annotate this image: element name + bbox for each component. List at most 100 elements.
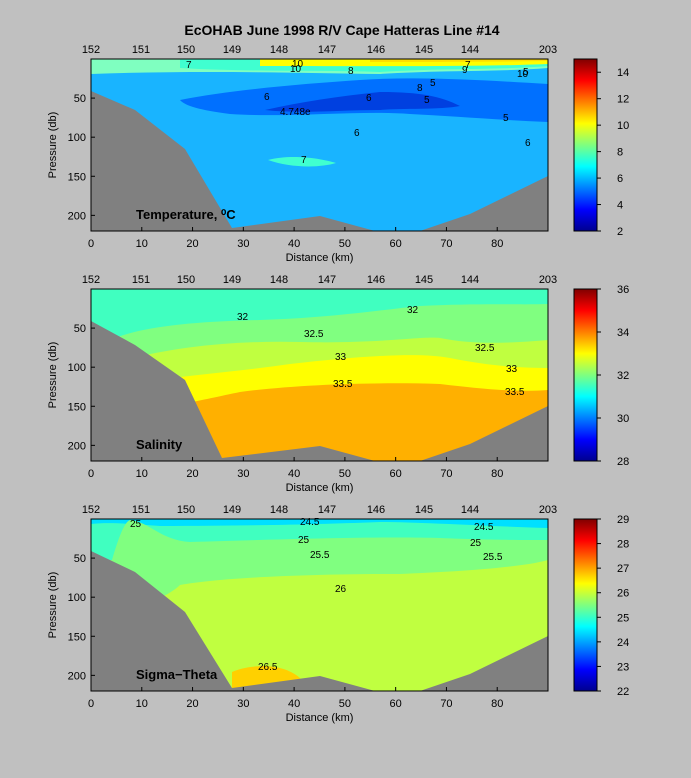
x-tick-label: 40 — [288, 238, 300, 250]
salinity-panel: 32 32 32.5 32.5 33 33 33.5 33.5 Salinity… — [47, 274, 629, 494]
temperature-panel-label: Temperature, ⁰C — [136, 207, 236, 222]
sigma-theta-contour-labels: 25 24.5 24.5 25 25 25.5 25.5 26 26.5 — [130, 517, 503, 673]
colorbar-tick-label: 24 — [617, 637, 629, 649]
sigma-theta-contour-label: 25.5 — [483, 552, 503, 563]
y-tick-label: 100 — [68, 132, 86, 144]
x-tick-label: 40 — [288, 468, 300, 480]
colorbar-tick-label: 29 — [617, 514, 629, 526]
salinity-contour-label: 32.5 — [304, 329, 324, 340]
salinity-bathymetry — [91, 321, 548, 461]
y-tick-label: 50 — [74, 93, 86, 105]
station-label: 152 — [82, 44, 100, 56]
salinity-contour-labels: 32 32 32.5 32.5 33 33 33.5 33.5 — [237, 305, 525, 398]
figure-title: EcOHAB June 1998 R/V Cape Hatteras Line … — [184, 22, 499, 38]
temperature-contour-label: 5 — [503, 113, 509, 124]
x-tick-label: 10 — [136, 238, 148, 250]
x-tick-label: 50 — [339, 468, 351, 480]
colorbar-tick-label: 27 — [617, 563, 629, 575]
station-label: 149 — [223, 44, 241, 56]
salinity-contour-label: 33 — [335, 352, 347, 363]
x-tick-label: 60 — [390, 468, 402, 480]
colorbar-tick-label: 2 — [617, 226, 623, 238]
colorbar-tick-label: 12 — [617, 94, 629, 106]
temperature-contour-label: 7 — [186, 60, 192, 71]
salinity-contour-label: 33.5 — [333, 379, 353, 390]
x-tick-label: 30 — [237, 238, 249, 250]
x-tick-label: 0 — [88, 698, 94, 710]
colorbar-tick-label: 25 — [617, 612, 629, 624]
station-label: 144 — [461, 44, 479, 56]
x-tick-label: 40 — [288, 698, 300, 710]
salinity-panel-label: Salinity — [136, 437, 183, 452]
temperature-contour-label: 5 — [523, 67, 529, 78]
x-tick-label: 60 — [390, 698, 402, 710]
x-tick-label: 20 — [186, 468, 198, 480]
sigma-theta-bathymetry — [91, 551, 548, 691]
x-tick-label: 20 — [186, 238, 198, 250]
x-tick-label: 70 — [440, 698, 452, 710]
y-tick-label: 100 — [68, 362, 86, 374]
temperature-contour-label: 6 — [264, 92, 270, 103]
temperature-contour-label: 5 — [430, 78, 436, 89]
temperature-contour-label: 10 — [517, 69, 529, 80]
station-label: 145 — [415, 504, 433, 516]
station-label: 148 — [270, 274, 288, 286]
salinity-contour-label: 32.5 — [475, 343, 495, 354]
x-tick-label: 60 — [390, 238, 402, 250]
x-tick-label: 80 — [491, 238, 503, 250]
y-tick-label: 50 — [74, 323, 86, 335]
temperature-contour-labels: 7 10 10 8 7 9 6 8 5 6 5 4.748e 5 6 6 7 1… — [186, 59, 531, 166]
station-label: 145 — [415, 274, 433, 286]
y-axis-label: Pressure (db) — [47, 342, 59, 409]
x-tick-label: 10 — [136, 698, 148, 710]
station-label: 150 — [177, 504, 195, 516]
x-tick-label: 50 — [339, 698, 351, 710]
x-tick-label: 20 — [186, 698, 198, 710]
colorbar-tick-label: 6 — [617, 173, 623, 185]
sigma-theta-colorbar — [573, 518, 598, 692]
x-tick-label: 50 — [339, 238, 351, 250]
colorbar-tick-label: 30 — [617, 413, 629, 425]
temperature-colorbar — [573, 58, 598, 232]
station-label: 146 — [367, 504, 385, 516]
x-tick-label: 70 — [440, 468, 452, 480]
station-label: 144 — [461, 274, 479, 286]
station-label: 149 — [223, 504, 241, 516]
y-axis-label: Pressure (db) — [47, 572, 59, 639]
colorbar-tick-label: 28 — [617, 456, 629, 468]
station-label: 152 — [82, 274, 100, 286]
colorbar-tick-label: 10 — [617, 120, 629, 132]
station-label: 150 — [177, 44, 195, 56]
station-label: 203 — [539, 504, 557, 516]
temperature-contour-label: 9 — [462, 65, 468, 76]
station-label: 145 — [415, 44, 433, 56]
x-tick-label: 10 — [136, 468, 148, 480]
colorbar-tick-label: 32 — [617, 370, 629, 382]
temperature-contour-label: 10 — [290, 64, 302, 75]
colorbar-tick-label: 22 — [617, 686, 629, 698]
x-axis-label: Distance (km) — [286, 712, 354, 724]
x-tick-label: 0 — [88, 238, 94, 250]
station-label: 147 — [318, 504, 336, 516]
station-label: 149 — [223, 274, 241, 286]
station-label: 203 — [539, 44, 557, 56]
x-tick-label: 80 — [491, 468, 503, 480]
y-axis-label: Pressure (db) — [47, 112, 59, 179]
colorbar-tick-label: 26 — [617, 588, 629, 600]
y-tick-label: 150 — [68, 401, 86, 413]
temperature-contour-label: 6 — [525, 138, 531, 149]
y-tick-label: 50 — [74, 553, 86, 565]
station-label: 146 — [367, 44, 385, 56]
x-tick-label: 0 — [88, 468, 94, 480]
temperature-contour-label: 8 — [417, 83, 423, 94]
temperature-contour-label: 7 — [465, 60, 471, 71]
y-tick-label: 200 — [68, 210, 86, 222]
temperature-contour-label: 10 — [292, 59, 304, 70]
colorbar-tick-label: 36 — [617, 284, 629, 296]
sigma-theta-contour-label: 25 — [130, 519, 142, 530]
sigma-theta-panel-label: Sigma−Theta — [136, 667, 218, 682]
station-label: 148 — [270, 504, 288, 516]
sigma-theta-panel: 25 24.5 24.5 25 25 25.5 25.5 26 26.5 Sig… — [47, 504, 629, 724]
sigma-theta-contour-label: 24.5 — [300, 517, 320, 528]
